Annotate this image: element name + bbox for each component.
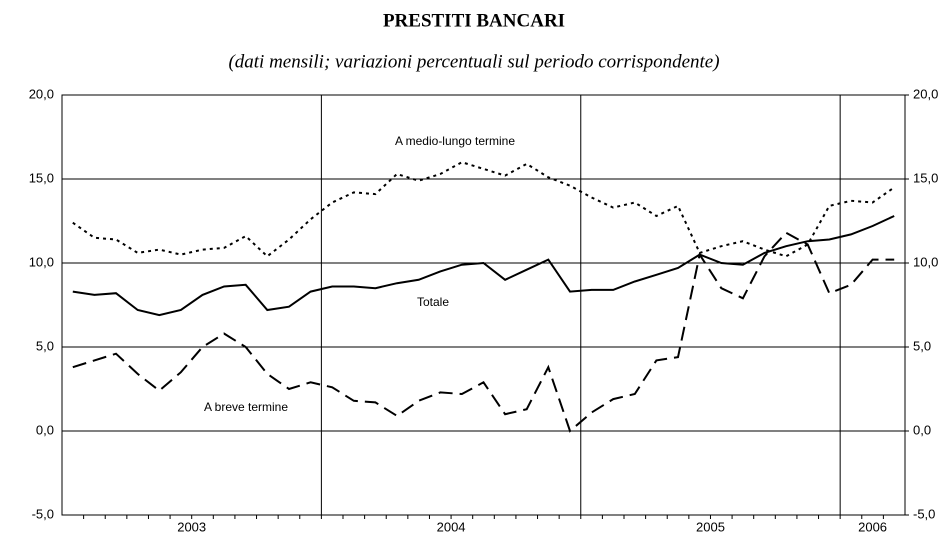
x-tick-label: 2006 [858,519,887,534]
x-tick-label: 2004 [437,519,466,534]
y-tick-label: 20,0 [29,86,54,101]
y-tick-label: -5,0 [32,506,54,521]
series-label: A medio-lungo termine [395,134,515,148]
y-tick-label: 10,0 [29,254,54,269]
series-line [72,231,895,433]
y2-tick-label: -5,0 [913,506,935,521]
y2-tick-label: 0,0 [913,422,931,437]
series-label: A breve termine [204,400,288,414]
series-line [72,215,895,317]
chart-title: PRESTITI BANCARI [383,10,565,31]
x-tick-label: 2003 [177,519,206,534]
x-tick-label: 2005 [696,519,725,534]
y2-tick-label: 15,0 [913,170,938,185]
y-tick-label: 5,0 [36,338,54,353]
y-tick-label: 15,0 [29,170,54,185]
y2-tick-label: 20,0 [913,86,938,101]
y-tick-label: 0,0 [36,422,54,437]
series-label: Totale [417,295,449,309]
y2-tick-label: 10,0 [913,254,938,269]
chart-subtitle: (dati mensili; variazioni percentuali su… [228,51,719,72]
y2-tick-label: 5,0 [913,338,931,353]
series-line [72,161,895,258]
